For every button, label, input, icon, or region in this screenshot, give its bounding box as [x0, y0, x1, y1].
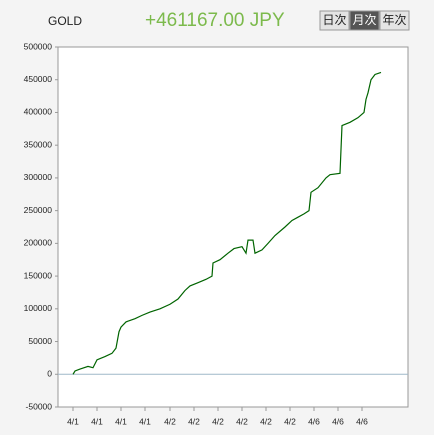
x-tick-label: 4/2	[260, 416, 272, 426]
y-tick-label: 300000	[24, 172, 53, 182]
x-tick-label: 4/2	[284, 416, 296, 426]
symbol: GOLD	[48, 14, 82, 28]
x-tick-label: 4/1	[91, 416, 103, 426]
x-tick-label: 4/2	[212, 416, 224, 426]
x-tick-label: 4/1	[115, 416, 127, 426]
x-tick-label: 4/1	[139, 416, 151, 426]
y-tick-label: 150000	[24, 270, 53, 280]
y-tick-label: 400000	[24, 107, 53, 117]
plot-area	[57, 46, 409, 408]
profit: +461167.00 JPY	[145, 10, 285, 31]
y-tick-label: 350000	[24, 139, 53, 149]
period-button[interactable]	[319, 10, 350, 31]
y-tick-label: 100000	[24, 303, 53, 313]
period-button-label[interactable]: 年次	[382, 13, 406, 27]
x-tick-label: 4/6	[356, 416, 368, 426]
y-tick-label: -50000	[26, 401, 53, 411]
period-button-label[interactable]: 日次	[322, 13, 346, 27]
equity-line	[72, 71, 382, 375]
y-tick-label: 0	[47, 369, 52, 379]
y-tick-label: 250000	[24, 205, 53, 215]
x-tick-label: 4/2	[164, 416, 176, 426]
x-tick-label: 4/6	[308, 416, 320, 426]
x-tick-label: 4/1	[67, 416, 79, 426]
y-tick-label: 200000	[24, 238, 53, 248]
period-button[interactable]	[349, 10, 380, 31]
period-button-label[interactable]: 月次	[352, 13, 376, 27]
y-tick-label: 450000	[24, 74, 53, 84]
x-tick-label: 4/6	[332, 416, 344, 426]
period-button[interactable]	[379, 10, 410, 31]
x-tick-label: 4/2	[236, 416, 248, 426]
y-tick-label: 50000	[28, 336, 52, 346]
x-tick-label: 4/2	[188, 416, 200, 426]
y-tick-label: 500000	[24, 41, 53, 51]
